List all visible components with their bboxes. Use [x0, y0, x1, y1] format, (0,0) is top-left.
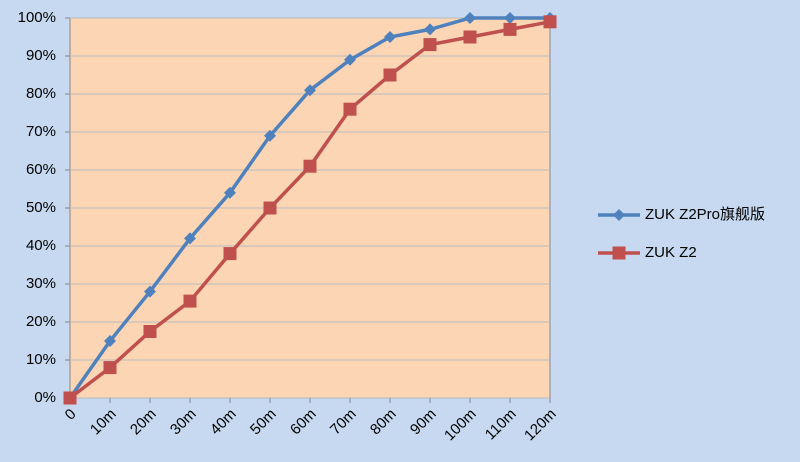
y-tick-label: 50% — [26, 199, 56, 216]
x-tick-label: 10m — [87, 406, 120, 439]
x-tick-label: 110m — [482, 406, 520, 444]
x-tick-label: 50m — [247, 406, 280, 439]
legend-label: ZUK Z2Pro旗舰版 — [645, 206, 765, 223]
y-tick-label: 70% — [26, 123, 56, 140]
data-point — [263, 201, 277, 215]
x-tick-label: 90m — [407, 406, 440, 439]
y-tick-label: 100% — [18, 9, 56, 26]
data-point — [384, 31, 396, 43]
data-point — [104, 335, 116, 347]
data-point — [304, 84, 316, 97]
data-point — [464, 12, 476, 24]
y-tick-label: 0% — [34, 389, 56, 406]
data-point — [183, 294, 197, 308]
data-point — [224, 186, 236, 199]
data-point — [463, 30, 477, 44]
data-point — [423, 38, 437, 52]
x-tick-label: 0 — [62, 406, 80, 424]
data-point — [383, 68, 397, 82]
data-point — [264, 129, 276, 142]
data-point — [184, 232, 196, 245]
legend-marker — [613, 209, 625, 221]
data-point — [144, 285, 156, 298]
legend-marker — [612, 246, 626, 260]
data-point — [504, 12, 516, 24]
data-point — [343, 102, 357, 116]
y-tick-label: 90% — [26, 47, 56, 64]
data-point — [424, 23, 436, 36]
y-tick-label: 80% — [26, 85, 56, 102]
y-tick-label: 40% — [26, 237, 56, 254]
y-tick-label: 10% — [26, 351, 56, 368]
data-point — [223, 247, 237, 261]
x-tick-label: 30m — [167, 406, 200, 439]
x-tick-label: 40m — [207, 406, 240, 439]
data-point — [303, 159, 317, 173]
x-tick-label: 70m — [327, 406, 360, 439]
y-tick-label: 60% — [26, 161, 56, 178]
data-point — [103, 361, 117, 375]
legend-label: ZUK Z2 — [645, 244, 697, 261]
data-point — [543, 15, 557, 29]
y-tick-label: 20% — [26, 313, 56, 330]
x-tick-label: 20m — [127, 406, 160, 439]
data-point — [63, 391, 77, 405]
x-tick-label: 120m — [521, 406, 560, 445]
data-point — [503, 22, 517, 36]
y-tick-label: 30% — [26, 275, 56, 292]
data-point — [143, 325, 157, 338]
x-tick-label: 100m — [441, 406, 480, 445]
data-point — [344, 53, 356, 66]
x-tick-label: 80m — [367, 406, 400, 439]
x-tick-label: 60m — [287, 406, 320, 439]
